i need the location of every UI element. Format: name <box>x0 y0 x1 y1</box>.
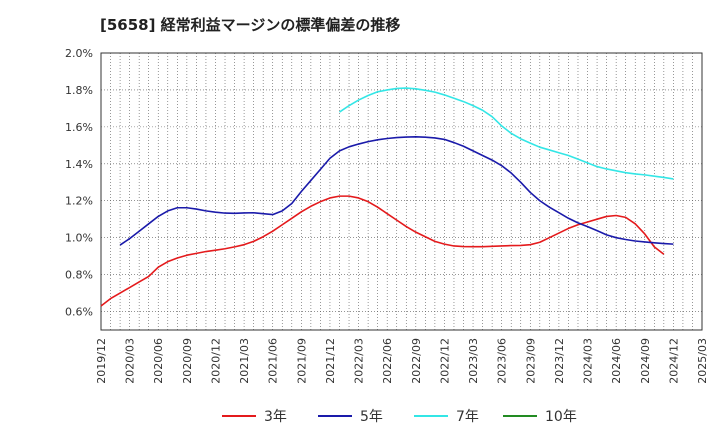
y-tick-label: 2.0% <box>65 47 93 60</box>
y-tick-label: 1.6% <box>65 121 93 134</box>
legend-label-1: 5年 <box>360 409 383 425</box>
x-tick-label: 2023/12 <box>553 338 566 384</box>
y-tick-label: 1.2% <box>65 195 93 208</box>
y-tick-label: 0.8% <box>65 269 93 282</box>
x-tick-label: 2022/09 <box>410 338 423 384</box>
plot-frame <box>100 52 703 331</box>
y-tick-label: 1.0% <box>65 232 93 245</box>
x-tick-label: 2024/09 <box>639 338 652 384</box>
x-tick-label: 2021/03 <box>238 338 251 384</box>
x-tick-label: 2020/09 <box>181 338 194 384</box>
x-tick-label: 2022/06 <box>381 338 394 384</box>
x-tick-label: 2022/12 <box>438 338 451 384</box>
x-tick-label: 2022/03 <box>353 338 366 384</box>
chart-title: [5658] 経常利益マージンの標準偏差の推移 <box>100 16 401 34</box>
x-tick-label: 2023/09 <box>524 338 537 384</box>
x-tick-label: 2025/03 <box>696 338 709 384</box>
series-line-1 <box>119 136 674 246</box>
y-tick-label: 0.6% <box>65 306 93 319</box>
x-tick-label: 2021/12 <box>324 338 337 384</box>
legend-label-2: 7年 <box>456 409 479 425</box>
series-line-2 <box>339 87 674 180</box>
x-tick-label: 2024/06 <box>610 338 623 384</box>
legend-label-3: 10年 <box>545 409 577 425</box>
x-tick-label: 2021/06 <box>267 338 280 384</box>
y-tick-label: 1.4% <box>65 158 93 171</box>
x-tick-label: 2023/03 <box>467 338 480 384</box>
x-tick-label: 2020/12 <box>209 338 222 384</box>
x-tick-label: 2024/03 <box>582 338 595 384</box>
y-tick-label: 1.8% <box>65 84 93 97</box>
x-tick-label: 2024/12 <box>667 338 680 384</box>
legend-label-0: 3年 <box>264 409 287 425</box>
x-tick-label: 2020/03 <box>124 338 137 384</box>
plot-area <box>101 53 702 330</box>
x-tick-label: 2021/09 <box>295 338 308 384</box>
x-tick-label: 2023/06 <box>496 338 509 384</box>
x-tick-label: 2019/12 <box>95 338 108 384</box>
x-tick-label: 2020/06 <box>152 338 165 384</box>
series-line-0 <box>100 195 665 307</box>
